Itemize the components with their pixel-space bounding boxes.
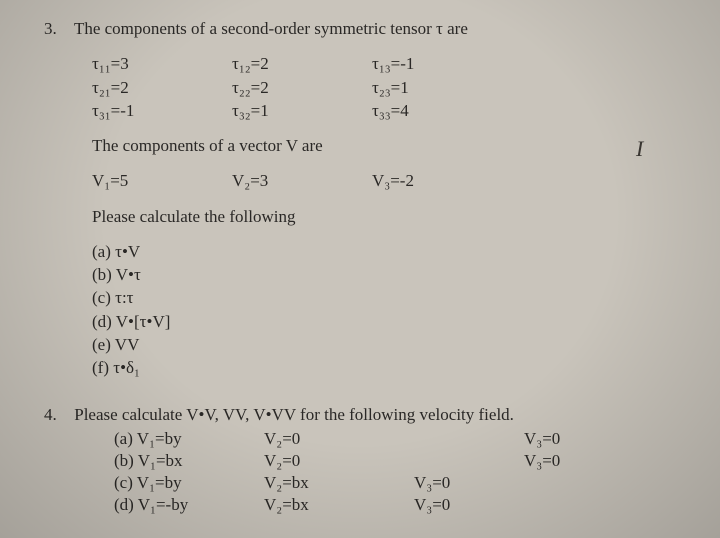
q3-number: 3. (44, 18, 70, 39)
q4d-c1: (d) V₁=-by (114, 494, 264, 515)
q4c-c1: (c) V₁=by (114, 472, 264, 493)
q4c-c2: V₂=bx (264, 472, 414, 493)
q4a-c1: (a) V₁=by (114, 428, 264, 449)
vector-intro: The components of a vector V are (92, 135, 690, 156)
q3-prompt: The components of a second-order symmetr… (74, 19, 468, 38)
tensor-block: τ₁₁=3 τ₁₂=2 τ₁₃=-1 τ₂₁=2 τ₂₂=2 τ₂₃=1 τ₃₁… (92, 53, 690, 121)
q4-items: (a) V₁=by V₂=0 V₃=0 (b) V₁=bx V₂=0 V₃=0 … (114, 428, 690, 516)
q4a-c2: V₂=0 (264, 428, 414, 449)
q3-item-b: (b) V•τ (92, 264, 690, 285)
q4-row-b: (b) V₁=bx V₂=0 V₃=0 (114, 450, 690, 471)
q4b-c3 (414, 450, 524, 471)
q3-item-a: (a) τ•V (92, 241, 690, 262)
q4d-c2: V₂=bx (264, 494, 414, 515)
t32: τ₃₂=1 (232, 100, 372, 121)
q4-prompt: Please calculate V•V, VV, V•VV for the f… (74, 405, 514, 424)
t22: τ₂₂=2 (232, 77, 372, 98)
t12: τ₁₂=2 (232, 53, 372, 74)
tensor-row-3: τ₃₁=-1 τ₃₂=1 τ₃₃=4 (92, 100, 690, 121)
t11: τ₁₁=3 (92, 53, 232, 74)
q4b-c1: (b) V₁=bx (114, 450, 264, 471)
q4-row-d: (d) V₁=-by V₂=bx V₃=0 (114, 494, 690, 515)
tensor-row-1: τ₁₁=3 τ₁₂=2 τ₁₃=-1 (92, 53, 690, 74)
page: 3. The components of a second-order symm… (0, 0, 720, 537)
q4-row-c: (c) V₁=by V₂=bx V₃=0 (114, 472, 690, 493)
q4-row-a: (a) V₁=by V₂=0 V₃=0 (114, 428, 690, 449)
q4a-c3 (414, 428, 524, 449)
vector-row: V₁=5 V₂=3 V₃=-2 (92, 170, 690, 191)
vector-block: V₁=5 V₂=3 V₃=-2 (92, 170, 690, 191)
q4-heading: 4. Please calculate V•V, VV, V•VV for th… (44, 404, 690, 425)
q3-items: (a) τ•V (b) V•τ (c) τ:τ (d) V•[τ•V] (e) … (92, 241, 690, 379)
text-cursor-icon[interactable]: I (636, 136, 643, 162)
q3-item-c: (c) τ:τ (92, 287, 690, 308)
q3-item-d: (d) V•[τ•V] (92, 311, 690, 332)
q4d-c3: V₃=0 (414, 494, 524, 515)
v1: V₁=5 (92, 170, 232, 191)
v2: V₂=3 (232, 170, 372, 191)
q4b-c2: V₂=0 (264, 450, 414, 471)
calc-intro: Please calculate the following (92, 206, 690, 227)
q4a-c4: V₃=0 (524, 428, 560, 449)
q4c-c3: V₃=0 (414, 472, 524, 493)
q3-heading: 3. The components of a second-order symm… (44, 18, 690, 39)
v3: V₃=-2 (372, 170, 512, 191)
t21: τ₂₁=2 (92, 77, 232, 98)
q4b-c4: V₃=0 (524, 450, 560, 471)
t33: τ₃₃=4 (372, 100, 512, 121)
tensor-row-2: τ₂₁=2 τ₂₂=2 τ₂₃=1 (92, 77, 690, 98)
q3-item-e: (e) VV (92, 334, 690, 355)
q4-number: 4. (44, 404, 70, 425)
q3-item-f: (f) τ•δ₁ (92, 357, 690, 378)
t31: τ₃₁=-1 (92, 100, 232, 121)
t23: τ₂₃=1 (372, 77, 512, 98)
t13: τ₁₃=-1 (372, 53, 512, 74)
